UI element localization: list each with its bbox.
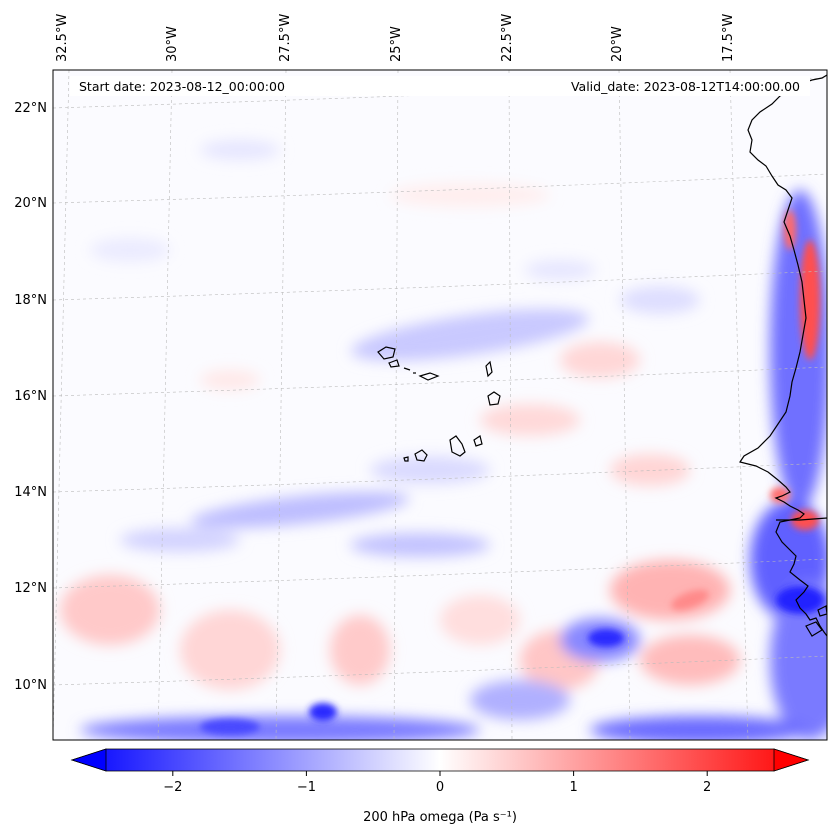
map-background [53, 70, 827, 740]
colorbar-tick-label: 0 [436, 780, 444, 795]
colorbar-tick-label: 1 [569, 780, 577, 795]
lon-label: 20°W [610, 26, 625, 62]
lon-label: 17.5°W [721, 14, 736, 62]
lat-label: 12°N [14, 581, 47, 596]
colorbar-extend-max [773, 748, 810, 772]
colorbar-ticks: −2 −1 0 1 2 [163, 771, 711, 795]
lat-label: 18°N [14, 293, 47, 308]
colorbar: −2 −1 0 1 2 200 hPa omega (Pa s⁻¹) [70, 748, 810, 825]
coastline-islands-guinea [805, 605, 827, 637]
lat-label: 16°N [14, 389, 47, 404]
lon-label: 30°W [165, 26, 180, 62]
lon-label: 32.5°W [55, 14, 70, 62]
lat-label: 22°N [14, 101, 47, 116]
coastline-inlet [776, 517, 827, 521]
valid-date-label: Valid_date: 2023-08-12T14:00:00.00 [571, 79, 800, 94]
lat-label: 20°N [14, 196, 47, 211]
start-date-label: Start date: 2023-08-12_00:00:00 [79, 79, 285, 94]
omega-map [53, 70, 827, 740]
colorbar-tick-label: −2 [163, 780, 182, 795]
info-banner [70, 76, 810, 96]
colorbar-extend-min [70, 748, 107, 772]
colorbar-tick-label: −1 [297, 780, 316, 795]
latitude-labels: 22°N 20°N 18°N 16°N 14°N 12°N 10°N [14, 101, 47, 693]
lon-label: 25°W [389, 26, 404, 62]
omega-field-strong [200, 210, 824, 735]
coastline [739, 74, 827, 637]
cape-verde-islands [377, 346, 501, 462]
longitude-labels: 32.5°W 30°W 27.5°W 25°W 22.5°W 20°W 17.5… [55, 14, 736, 62]
lat-label: 10°N [14, 678, 47, 693]
lat-label: 14°N [14, 485, 47, 500]
map-frame [52, 69, 828, 741]
lon-label: 22.5°W [500, 14, 515, 62]
colorbar-label: 200 hPa omega (Pa s⁻¹) [363, 810, 517, 825]
colorbar-bar [70, 748, 810, 772]
graticule [53, 70, 827, 740]
colorbar-tick-label: 2 [703, 780, 711, 795]
lon-label: 27.5°W [278, 14, 293, 62]
